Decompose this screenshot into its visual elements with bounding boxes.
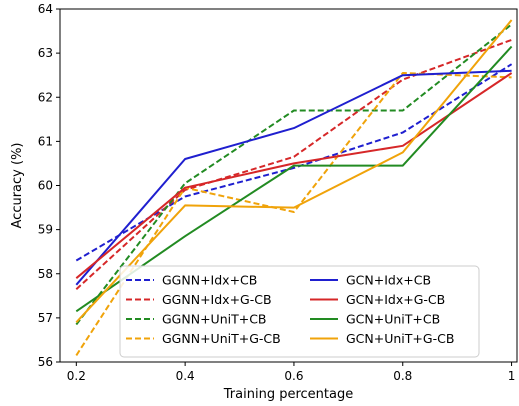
x-tick-label: 1 — [508, 369, 516, 383]
y-tick-label: 59 — [38, 223, 53, 237]
x-tick-label: 0.2 — [67, 369, 86, 383]
y-tick-label: 60 — [38, 179, 53, 193]
series-line-ggnn-idx-g-cb — [75, 38, 512, 290]
y-tick-label: 56 — [38, 355, 53, 369]
y-tick-label: 61 — [38, 134, 53, 148]
x-axis-label: Training percentage — [223, 387, 353, 402]
legend-label: GGNN+Idx+G-CB — [162, 292, 272, 307]
legend-label: GCN+UniT+G-CB — [346, 331, 454, 346]
legend-label: GGNN+UniT+G-CB — [162, 331, 281, 346]
y-tick-label: 58 — [38, 267, 53, 281]
legend-label: GGNN+Idx+CB — [162, 273, 257, 288]
series-line-gcn-idx-g-cb — [75, 72, 513, 279]
x-tick-label: 0.6 — [284, 369, 303, 383]
series-line-ggnn-idx-cb — [75, 63, 513, 262]
legend-label: GCN+Idx+G-CB — [346, 292, 445, 307]
y-tick-label: 63 — [38, 46, 53, 60]
x-tick-label: 0.4 — [176, 369, 195, 383]
y-tick-label: 57 — [38, 311, 53, 325]
y-tick-label: 62 — [38, 90, 53, 104]
series-line-gcn-unit-g-cb — [75, 19, 513, 323]
legend-label: GGNN+UniT+CB — [162, 312, 267, 327]
series-line-gcn-idx-cb — [75, 69, 512, 286]
legend-label: GCN+Idx+CB — [346, 273, 431, 288]
legend: GGNN+Idx+CB GGNN+Idx+G-CB GGNN+UniT+CB GGNN… — [119, 265, 480, 358]
legend-box — [119, 265, 480, 358]
series-line-gcn-unit-cb — [75, 45, 513, 313]
y-tick-label: 64 — [38, 2, 53, 16]
series-layer — [75, 19, 513, 356]
x-tick-label: 0.8 — [393, 369, 412, 383]
legend-label: GCN+UniT+CB — [346, 312, 440, 327]
series-line-ggnn-unit-cb — [75, 23, 513, 326]
y-axis-label: Accuracy (%) — [10, 143, 25, 229]
axis-ticks: 0.2 0.4 0.6 0.8 1 56 57 58 59 60 61 62 63 64 — [38, 2, 516, 383]
